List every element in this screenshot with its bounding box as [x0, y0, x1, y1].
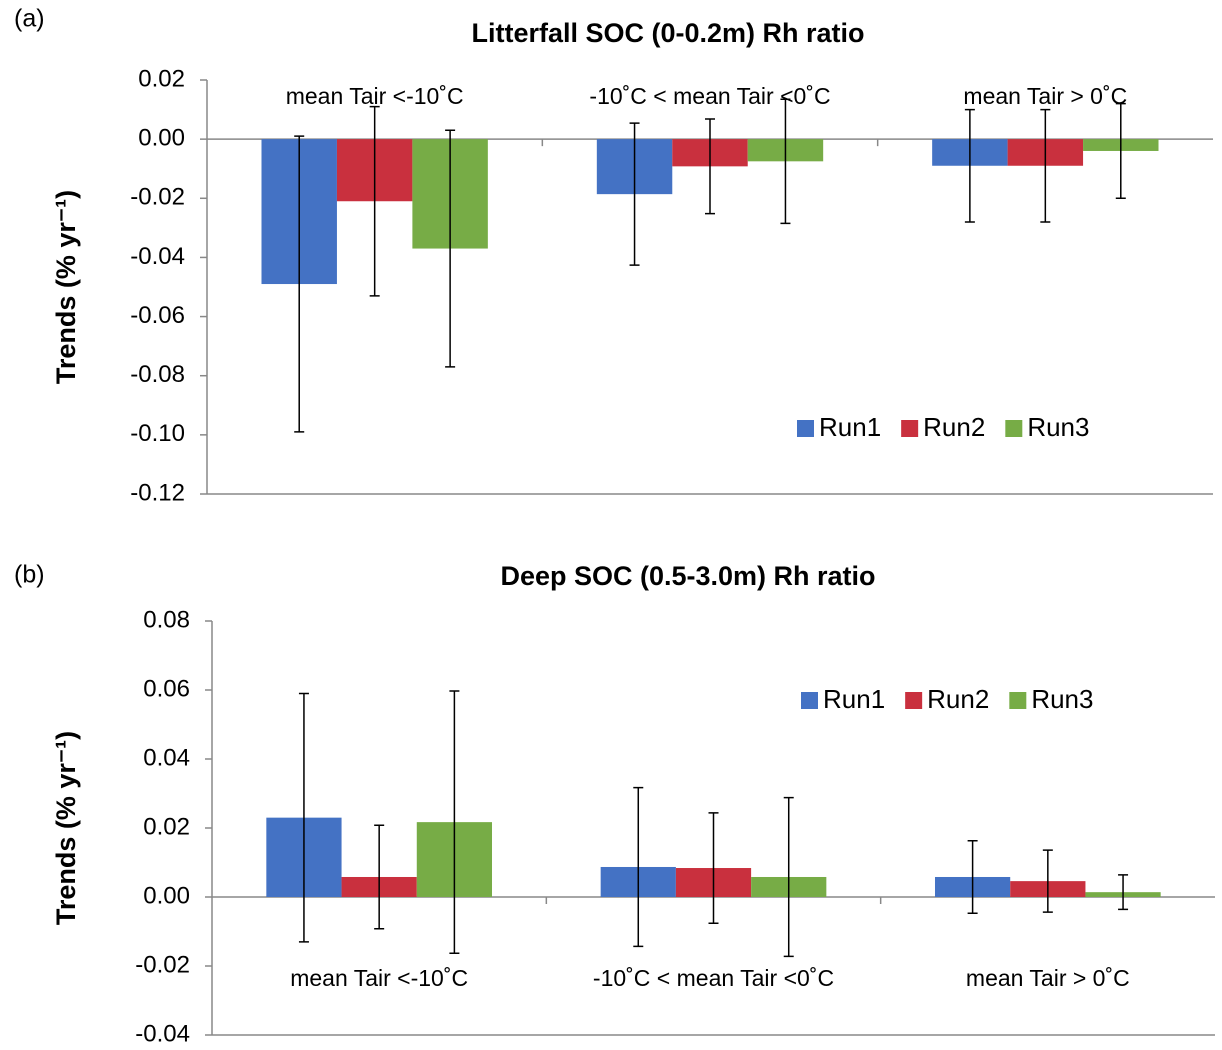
- y-tick-label: -0.02: [135, 951, 190, 978]
- error-bar: [705, 118, 715, 215]
- chart-title: Deep SOC (0.5-3.0m) Rh ratio: [500, 561, 875, 591]
- y-tick-label: 0.00: [138, 124, 185, 151]
- legend-swatch: [1009, 692, 1027, 709]
- y-tick-label: -0.10: [130, 420, 185, 447]
- error-bar: [294, 135, 305, 433]
- y-tick-label: -0.06: [130, 302, 185, 329]
- error-bar: [780, 98, 791, 225]
- legend-label: Run1: [819, 412, 881, 442]
- error-bar: [633, 786, 644, 948]
- error-bar: [1118, 874, 1129, 911]
- panel-label: (a): [14, 5, 45, 33]
- category-label: mean Tair <-10˚C: [290, 965, 468, 991]
- y-tick-label: 0.08: [143, 606, 190, 633]
- category-label: -10˚C < mean Tair <0˚C: [593, 965, 834, 991]
- category-label: -10˚C < mean Tair <0˚C: [589, 83, 830, 109]
- error-bar: [1042, 849, 1053, 913]
- chart-title: Litterfall SOC (0-0.2m) Rh ratio: [471, 18, 864, 48]
- y-tick-label: -0.04: [130, 243, 185, 270]
- y-tick-label: 0.02: [143, 813, 190, 840]
- legend-swatch: [1005, 420, 1023, 437]
- legend-label: Run3: [1031, 684, 1093, 714]
- panel-label: (b): [14, 561, 45, 589]
- y-axis-label: Trends (% yr⁻¹): [51, 190, 81, 384]
- legend-swatch: [801, 692, 818, 709]
- y-tick-label: 0.04: [143, 744, 190, 771]
- legend-swatch: [901, 420, 919, 437]
- error-bar: [967, 840, 978, 914]
- error-bar: [449, 690, 460, 954]
- legend-swatch: [905, 692, 923, 709]
- y-tick-label: -0.12: [130, 479, 185, 506]
- error-bar: [298, 692, 309, 943]
- category-label: mean Tair <-10˚C: [286, 83, 464, 109]
- error-bar: [1040, 108, 1051, 223]
- y-tick-label: -0.04: [135, 1020, 190, 1047]
- legend-label: Run1: [823, 684, 885, 714]
- error-bar: [783, 796, 794, 958]
- y-tick-label: 0.06: [143, 675, 190, 702]
- error-bar: [445, 129, 456, 368]
- y-tick-label: 0.02: [138, 65, 185, 92]
- y-tick-label: -0.02: [130, 184, 185, 211]
- y-tick-label: -0.08: [130, 361, 185, 388]
- y-tick-label: 0.00: [143, 882, 190, 909]
- legend-label: Run3: [1027, 412, 1089, 442]
- error-bar: [964, 108, 975, 223]
- y-axis-label: Trends (% yr⁻¹): [51, 731, 81, 925]
- error-bar: [369, 105, 380, 297]
- error-bar: [1115, 102, 1126, 200]
- legend-label: Run2: [923, 412, 985, 442]
- category-label: mean Tair > 0˚C: [966, 965, 1130, 991]
- error-bar: [629, 122, 640, 266]
- error-bar: [374, 824, 385, 930]
- error-bar: [708, 812, 719, 924]
- legend-swatch: [797, 420, 814, 437]
- legend-label: Run2: [927, 684, 989, 714]
- category-label: mean Tair > 0˚C: [963, 83, 1127, 109]
